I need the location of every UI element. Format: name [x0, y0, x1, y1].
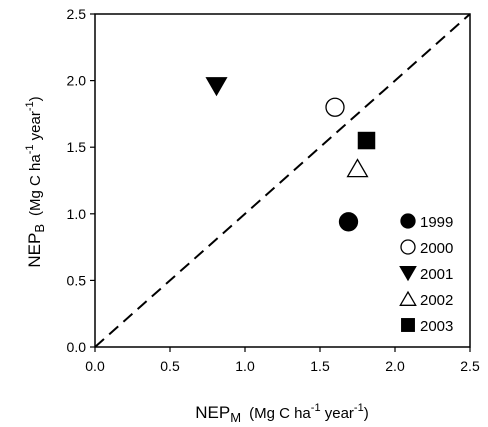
legend-marker — [401, 318, 415, 332]
x-axis-label-part: (Mg C ha — [249, 405, 311, 422]
x-axis-label-part: year — [321, 405, 354, 422]
x-axis-label-part: M — [230, 410, 241, 425]
y-tick-label: 1.5 — [67, 139, 87, 155]
legend-marker — [399, 266, 417, 282]
reference-line — [94, 13, 471, 348]
x-tick-label: 0.0 — [85, 358, 105, 374]
plot-frame — [94, 13, 471, 348]
x-tick-label: 2.5 — [460, 358, 480, 374]
y-axis-label-part: (Mg C ha — [27, 154, 44, 216]
x-axis-label-part: ) — [364, 405, 369, 422]
legend-marker — [400, 213, 416, 229]
y-axis-label-part: B — [32, 224, 47, 233]
legend-label: 1999 — [420, 214, 453, 231]
y-axis-label-part: year — [27, 111, 44, 144]
legend-marker — [399, 290, 417, 306]
legend-label: 2001 — [420, 266, 453, 283]
legend-marker — [400, 239, 416, 255]
legend-label: 2003 — [420, 318, 453, 335]
point — [357, 131, 376, 150]
y-tick-label: 2.5 — [67, 6, 87, 22]
y-axis-label-part: NEP — [25, 233, 44, 268]
y-tick-label: 0.5 — [67, 272, 87, 288]
x-tick-label: 2.0 — [385, 358, 405, 374]
y-axis-label-part: -1 — [24, 101, 36, 111]
x-tick-label: 1.0 — [235, 358, 255, 374]
x-axis-label-part: -1 — [311, 402, 321, 414]
y-tick-label: 0.0 — [67, 339, 87, 355]
point — [205, 77, 228, 97]
x-axis-label-part: -1 — [354, 402, 364, 414]
x-axis-label-part: NEP — [195, 403, 230, 422]
point — [338, 212, 359, 232]
point — [346, 158, 369, 178]
y-tick-label: 2.0 — [67, 73, 87, 89]
y-axis-label-part: -1 — [24, 145, 36, 155]
legend-label: 2002 — [420, 292, 453, 309]
legend-label: 2000 — [420, 240, 453, 257]
y-axis-label: NEPB(Mg C ha-1 year-1) — [24, 96, 47, 267]
y-tick-label: 1.0 — [67, 206, 87, 222]
x-tick-label: 1.5 — [310, 358, 330, 374]
x-axis-label: NEPM (Mg C ha-1 year-1) — [195, 402, 368, 425]
y-axis-label-part: ) — [27, 96, 44, 101]
x-tick-label: 0.5 — [160, 358, 180, 374]
point — [325, 97, 345, 117]
